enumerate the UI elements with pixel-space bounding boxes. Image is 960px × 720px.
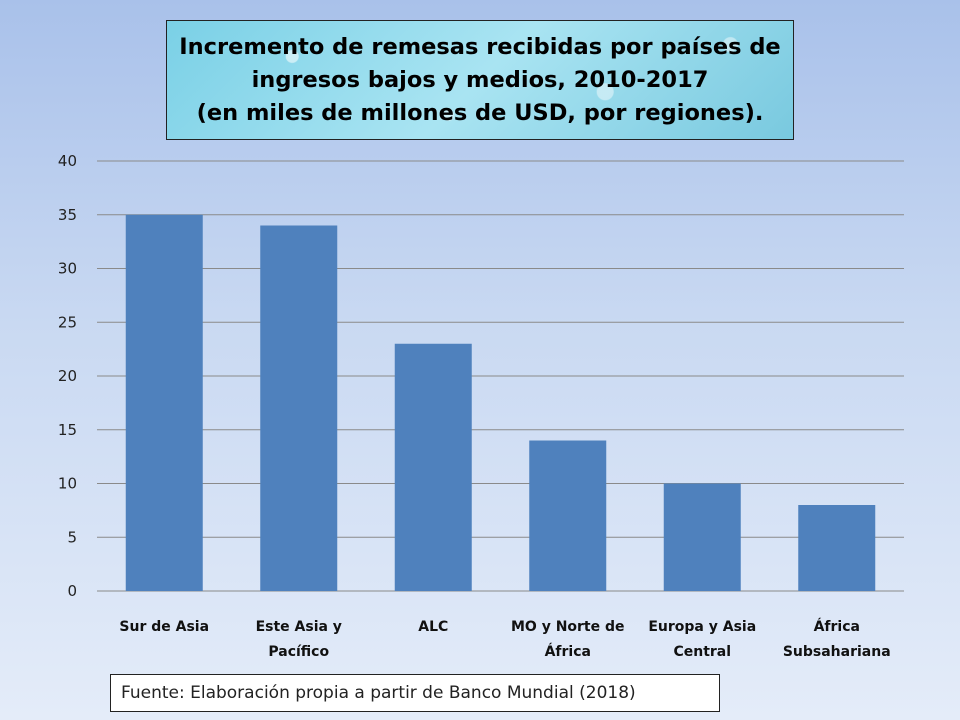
bar — [260, 225, 338, 591]
y-tick-label: 20 — [58, 367, 77, 385]
x-category-label: MO y Norte de — [511, 619, 625, 635]
bar — [798, 505, 876, 591]
y-tick-label: 35 — [58, 206, 77, 224]
x-category-label: Sur de Asia — [119, 619, 209, 635]
chart-title: Incremento de remesas recibidas por país… — [166, 20, 794, 140]
bar — [394, 343, 472, 591]
title-line-2: ingresos bajos y medios, 2010-2017 — [251, 66, 709, 93]
y-tick-label: 10 — [58, 475, 77, 493]
x-category-label: Este Asia y — [256, 619, 342, 635]
y-tick-label: 40 — [58, 152, 77, 170]
x-category-label: África — [814, 618, 860, 635]
title-line-1: Incremento de remesas recibidas por país… — [179, 33, 781, 60]
bar — [125, 214, 203, 591]
bar — [529, 440, 607, 591]
x-category-label: Subsahariana — [783, 644, 891, 660]
title-line-3: (en miles de millones de USD, por region… — [196, 99, 764, 126]
x-category-label: Pacífico — [268, 644, 329, 660]
x-category-label: África — [545, 643, 591, 660]
y-tick-label: 25 — [58, 313, 77, 331]
y-tick-label: 5 — [67, 528, 77, 546]
y-tick-label: 30 — [58, 260, 77, 278]
y-tick-label: 15 — [58, 421, 77, 439]
bar — [663, 483, 741, 591]
x-category-label: Central — [673, 644, 731, 660]
x-category-label: Europa y Asia — [648, 619, 756, 635]
source-note: Fuente: Elaboración propia a partir de B… — [110, 674, 720, 712]
x-category-label: ALC — [418, 619, 448, 635]
y-tick-label: 0 — [67, 582, 77, 600]
